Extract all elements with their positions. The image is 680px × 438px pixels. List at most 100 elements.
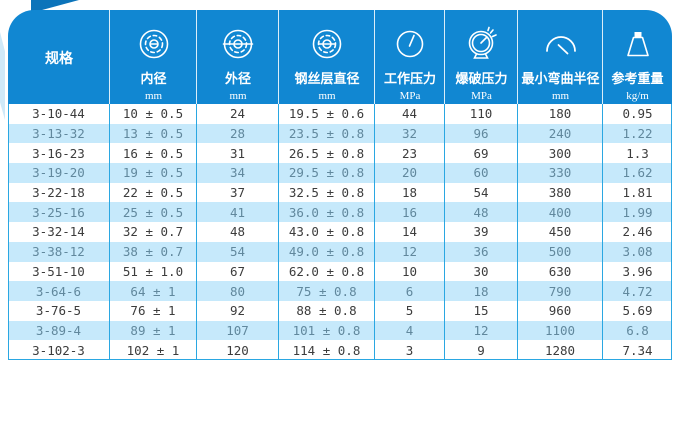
- table-row: 3-32-14 32 ± 0.7 48 43.0 ± 0.8 14 39 450 2.46: [8, 222, 672, 242]
- table-cell: 15: [445, 300, 518, 321]
- table-cell: 3-13-32: [8, 123, 110, 144]
- table-row: 3-76-5 76 ± 1 92 88 ± 0.8 5 15 960 5.69: [8, 300, 672, 321]
- table-cell: 39: [445, 222, 518, 242]
- table-cell: 89 ± 1: [110, 320, 197, 341]
- table-row: 3-38-12 38 ± 0.7 54 49.0 ± 0.8 12 36 500 3.08: [8, 241, 672, 262]
- table-cell: 12: [445, 320, 518, 341]
- column-label: 钢丝层直径: [294, 71, 360, 86]
- outer-diameter-icon: [218, 22, 258, 66]
- table-cell: 26.5 ± 0.8: [279, 143, 375, 164]
- table-cell: 1.81: [622, 185, 653, 201]
- column-unit: mm: [144, 90, 163, 102]
- hose-specification-table: 规格 内径 mm: [8, 10, 672, 360]
- table-cell: 6.8: [626, 322, 649, 338]
- table-cell: 3-22-18: [8, 182, 110, 203]
- table-row: 3-51-10 51 ± 1.0 67 62.0 ± 0.8 10 30 630 3.96: [8, 261, 672, 282]
- table-cell: 92: [197, 300, 279, 321]
- table-cell: 3-89-4: [8, 320, 110, 341]
- column-header-working-pressure: 工作压力 MPa: [375, 10, 445, 104]
- column-header-wire-layer-diameter: 钢丝层直径 mm: [279, 10, 375, 104]
- table-cell: 1.99: [622, 204, 653, 220]
- table-cell: 9: [445, 340, 518, 360]
- table-cell: 32: [375, 123, 445, 144]
- table-cell: 25 ± 0.5: [110, 202, 197, 223]
- table-cell: 110: [445, 104, 518, 124]
- table-cell: 69: [445, 143, 518, 164]
- table-cell: 75 ± 0.8: [279, 281, 375, 301]
- table-cell: 64 ± 1: [110, 281, 197, 301]
- table-cell: 3-32-14: [8, 222, 110, 242]
- table-cell: 790: [518, 281, 603, 301]
- table-cell: 380: [518, 182, 603, 203]
- table-cell: 3-16-23: [8, 143, 110, 164]
- table-cell: 1.22: [622, 126, 653, 142]
- table-cell: 51 ± 1.0: [110, 261, 197, 282]
- table-cell: 96: [445, 123, 518, 144]
- table-cell: 44: [375, 104, 445, 124]
- table-cell: 6: [375, 281, 445, 301]
- table-cell: 630: [518, 261, 603, 282]
- column-label: 外径: [224, 71, 251, 86]
- table-cell: 5.69: [622, 303, 653, 319]
- table-cell: 22 ± 0.5: [110, 182, 197, 203]
- table-cell: 3-76-5: [8, 300, 110, 321]
- bend-radius-icon: [541, 22, 581, 66]
- table-cell: 60: [445, 163, 518, 183]
- table-cell: 240: [518, 123, 603, 144]
- column-label: 规格: [45, 50, 73, 66]
- table-cell: 13 ± 0.5: [110, 123, 197, 144]
- column-header-min-bend-radius: 最小弯曲半径 mm: [518, 10, 603, 104]
- table-cell: 7.34: [622, 342, 653, 358]
- table-cell: 16 ± 0.5: [110, 143, 197, 164]
- table-cell: 2.46: [622, 224, 653, 240]
- table-cell: 88 ± 0.8: [279, 300, 375, 321]
- table-cell: 120: [197, 340, 279, 360]
- table-cell: 37: [197, 182, 279, 203]
- table-cell: 400: [518, 202, 603, 223]
- column-unit: mm: [229, 90, 247, 102]
- table-cell: 23.5 ± 0.8: [279, 123, 375, 144]
- column-unit: mm: [551, 90, 570, 102]
- table-cell: 300: [518, 143, 603, 164]
- table-cell: 3-102-3: [8, 340, 110, 360]
- table-cell: 101 ± 0.8: [279, 320, 375, 341]
- table-row: 3-102-3 102 ± 1 120 114 ± 0.8 3 9 1280 7.34: [8, 340, 672, 360]
- table-cell: 960: [518, 300, 603, 321]
- table-cell: 3-64-6: [8, 281, 110, 301]
- column-header-burst-pressure: 爆破压力 MPa: [445, 10, 518, 104]
- working-pressure-gauge-icon: [390, 22, 430, 66]
- table-header-row: 规格 内径 mm: [8, 10, 672, 104]
- column-header-spec: 规格: [8, 10, 110, 104]
- inner-diameter-icon: [134, 22, 174, 66]
- column-label: 参考重量: [611, 71, 664, 86]
- table-cell: 3: [375, 340, 445, 360]
- column-unit: kg/m: [626, 90, 649, 102]
- table-cell: 18: [445, 281, 518, 301]
- table-cell: 30: [445, 261, 518, 282]
- table-cell: 76 ± 1: [110, 300, 197, 321]
- table-cell: 41: [197, 202, 279, 223]
- table-cell: 31: [197, 143, 279, 164]
- column-unit: MPa: [399, 90, 421, 102]
- table-cell: 3.08: [622, 244, 653, 260]
- left-edge-decoration: [0, 32, 5, 120]
- table-cell: 16: [375, 202, 445, 223]
- table-cell: 4: [375, 320, 445, 341]
- table-cell: 1100: [518, 320, 603, 341]
- table-cell: 23: [375, 143, 445, 164]
- column-label: 爆破压力: [455, 71, 508, 86]
- table-row: 3-64-6 64 ± 1 80 75 ± 0.8 6 18 790 4.72: [8, 281, 672, 301]
- table-cell: 20: [375, 163, 445, 183]
- table-cell: 54: [445, 182, 518, 203]
- table-body: 3-10-44 10 ± 0.5 24 19.5 ± 0.6 44 110 180 0.95 3…: [8, 104, 672, 360]
- column-label: 内径: [140, 71, 167, 86]
- table-cell: 80: [197, 281, 279, 301]
- table-cell: 1280: [518, 340, 603, 360]
- column-unit: MPa: [471, 90, 492, 102]
- table-cell: 43.0 ± 0.8: [279, 222, 375, 242]
- table-cell: 67: [197, 261, 279, 282]
- table-cell: 5: [375, 300, 445, 321]
- table-row: 3-10-44 10 ± 0.5 24 19.5 ± 0.6 44 110 180 0.95: [8, 104, 672, 124]
- table-cell: 32 ± 0.7: [110, 222, 197, 242]
- table-cell: 3-38-12: [8, 241, 110, 262]
